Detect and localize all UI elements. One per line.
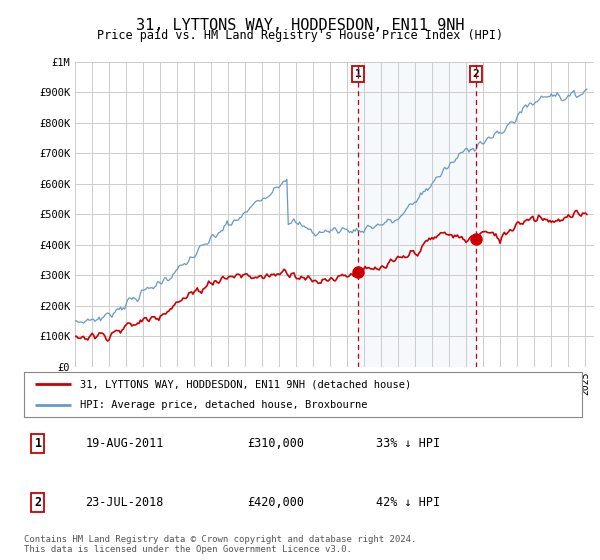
Text: Contains HM Land Registry data © Crown copyright and database right 2024.
This d: Contains HM Land Registry data © Crown c… bbox=[24, 535, 416, 554]
Text: 1: 1 bbox=[355, 69, 361, 79]
Text: 33% ↓ HPI: 33% ↓ HPI bbox=[376, 437, 440, 450]
Text: £310,000: £310,000 bbox=[247, 437, 304, 450]
Text: 31, LYTTONS WAY, HODDESDON, EN11 9NH: 31, LYTTONS WAY, HODDESDON, EN11 9NH bbox=[136, 18, 464, 33]
Bar bbox=[358, 62, 476, 367]
Text: 1: 1 bbox=[34, 437, 41, 450]
Text: 2: 2 bbox=[34, 496, 41, 509]
Text: 19-AUG-2011: 19-AUG-2011 bbox=[85, 437, 164, 450]
Text: 2: 2 bbox=[473, 69, 479, 79]
Text: 42% ↓ HPI: 42% ↓ HPI bbox=[376, 496, 440, 509]
Text: 31, LYTTONS WAY, HODDESDON, EN11 9NH (detached house): 31, LYTTONS WAY, HODDESDON, EN11 9NH (de… bbox=[80, 380, 411, 390]
Text: HPI: Average price, detached house, Broxbourne: HPI: Average price, detached house, Brox… bbox=[80, 400, 367, 410]
Text: Price paid vs. HM Land Registry's House Price Index (HPI): Price paid vs. HM Land Registry's House … bbox=[97, 29, 503, 42]
Text: 23-JUL-2018: 23-JUL-2018 bbox=[85, 496, 164, 509]
Text: £420,000: £420,000 bbox=[247, 496, 304, 509]
